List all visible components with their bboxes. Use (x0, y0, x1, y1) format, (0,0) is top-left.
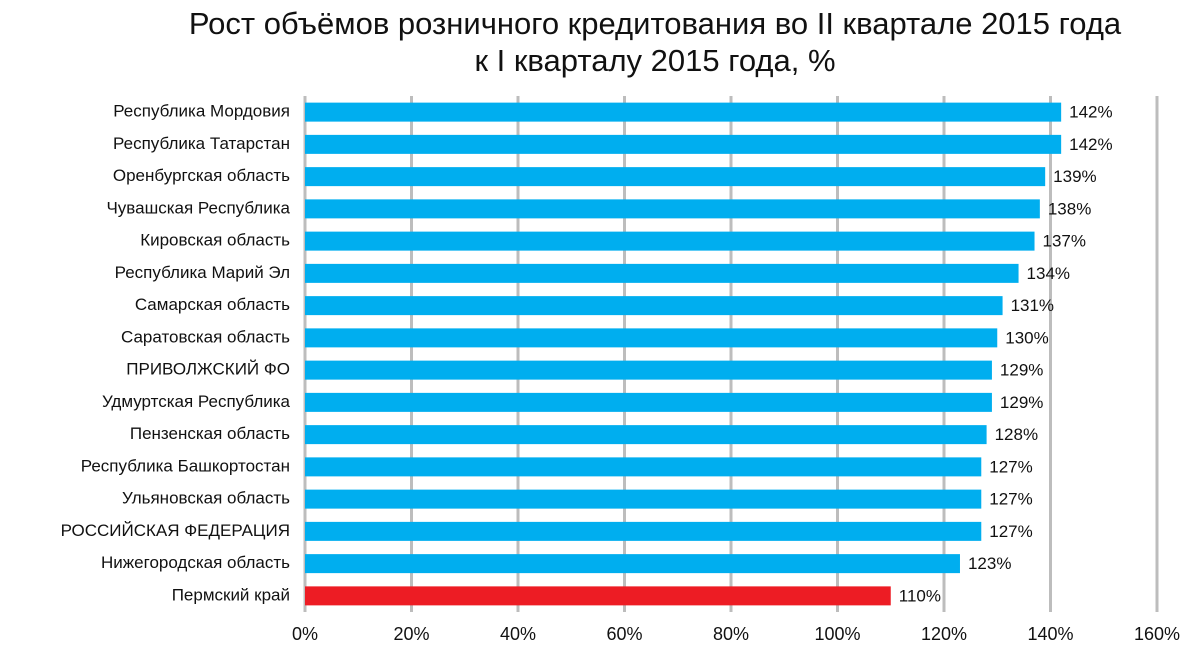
value-label: 129% (1000, 393, 1043, 412)
x-tick-label: 0% (292, 624, 318, 644)
y-tick-label: Пермский край (172, 585, 290, 604)
value-label: 129% (1000, 361, 1043, 380)
x-tick-label: 80% (713, 624, 749, 644)
bar (305, 521, 982, 541)
bar (305, 489, 982, 509)
y-tick-label: ПРИВОЛЖСКИЙ ФО (126, 360, 290, 379)
y-tick-label: РОССИЙСКАЯ ФЕДЕРАЦИЯ (61, 521, 290, 540)
bar (305, 392, 992, 412)
x-tick-label: 60% (606, 624, 642, 644)
value-label: 130% (1005, 328, 1048, 347)
bar (305, 231, 1035, 251)
bar (305, 102, 1062, 122)
y-tick-label: Республика Марий Эл (115, 263, 290, 282)
y-tick-label: Республика Мордовия (113, 102, 290, 121)
value-label: 138% (1048, 199, 1091, 218)
value-label: 127% (989, 490, 1032, 509)
x-tick-label: 20% (393, 624, 429, 644)
y-tick-label: Оренбургская область (113, 166, 290, 185)
y-tick-label: Нижегородская область (101, 553, 290, 572)
x-tick-label: 100% (814, 624, 860, 644)
value-label: 127% (989, 457, 1032, 476)
value-label: 110% (899, 586, 941, 605)
y-tick-label: Саратовская область (121, 327, 290, 346)
chart-title: к I кварталу 2015 года, % (474, 43, 835, 78)
x-tick-label: 140% (1027, 624, 1073, 644)
x-tick-label: 160% (1134, 624, 1180, 644)
bar (305, 328, 998, 348)
bar (305, 134, 1062, 154)
value-label: 137% (1043, 232, 1086, 251)
value-label: 139% (1053, 167, 1096, 186)
y-tick-label: Чувашская Республика (106, 198, 290, 217)
y-tick-label: Кировская область (140, 231, 290, 250)
bar (305, 263, 1019, 283)
value-label: 142% (1069, 103, 1112, 122)
y-tick-label: Ульяновская область (122, 489, 290, 508)
y-tick-label: Пензенская область (130, 424, 290, 443)
bar (305, 425, 987, 445)
bar (305, 199, 1040, 219)
bar (305, 554, 960, 574)
bar (305, 360, 992, 380)
y-tick-label: Республика Татарстан (113, 134, 290, 153)
y-tick-label: Самарская область (135, 295, 290, 314)
value-label: 127% (989, 522, 1032, 541)
bar (305, 296, 1003, 316)
bar (305, 586, 891, 606)
value-label: 123% (968, 554, 1011, 573)
value-label: 134% (1027, 264, 1070, 283)
x-tick-label: 40% (500, 624, 536, 644)
value-label: 142% (1069, 135, 1112, 154)
value-label: 131% (1011, 296, 1054, 315)
bar (305, 167, 1046, 187)
y-tick-label: Удмуртская Республика (102, 392, 291, 411)
x-tick-label: 120% (921, 624, 967, 644)
value-label: 128% (995, 425, 1038, 444)
bar (305, 457, 982, 477)
y-tick-label: Республика Башкортостан (81, 456, 290, 475)
chart-title: Рост объёмов розничного кредитования во … (189, 6, 1122, 41)
